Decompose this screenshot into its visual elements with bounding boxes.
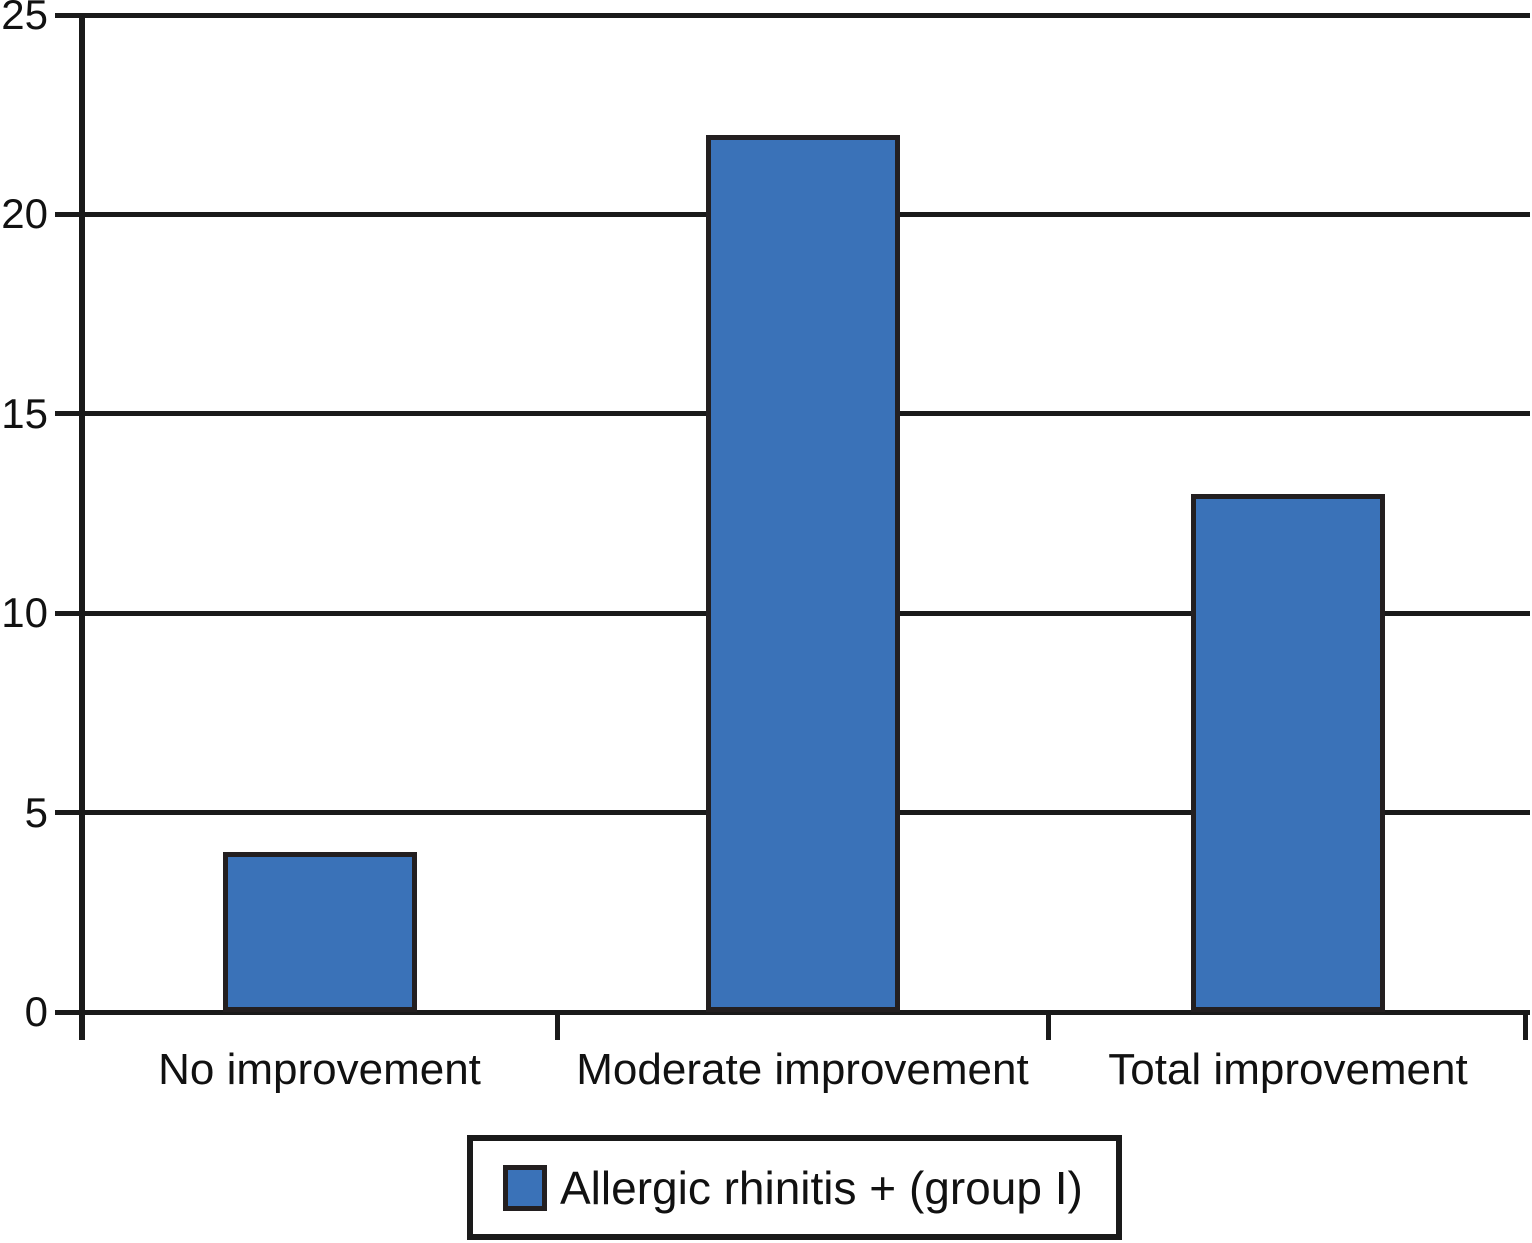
category-label: No improvement (158, 1045, 481, 1094)
legend-label: Allergic rhinitis + (group I) (560, 1161, 1083, 1214)
category-label: Moderate improvement (576, 1045, 1029, 1094)
x-axis-tick (555, 1012, 560, 1040)
y-tick-label: 5 (24, 788, 48, 836)
bar-1 (222, 852, 417, 1012)
bar-3 (1191, 493, 1385, 1012)
y-tick-label: 20 (1, 190, 48, 238)
bar-2 (705, 134, 900, 1012)
legend-box: Allergic rhinitis + (group I) (467, 1135, 1122, 1240)
x-axis-line (55, 1009, 1530, 1015)
y-tick-label: 10 (1, 589, 48, 637)
x-axis-tick (1523, 1012, 1528, 1040)
category-label: Total improvement (1108, 1045, 1468, 1094)
y-tick-label: 25 (1, 0, 48, 38)
y-tick-label: 15 (1, 389, 48, 437)
y-axis-line (79, 15, 85, 1040)
y-tick-label: 0 (24, 988, 48, 1035)
x-axis-tick (1046, 1012, 1051, 1040)
legend-swatch-icon (503, 1164, 547, 1211)
gridline (55, 12, 1530, 18)
